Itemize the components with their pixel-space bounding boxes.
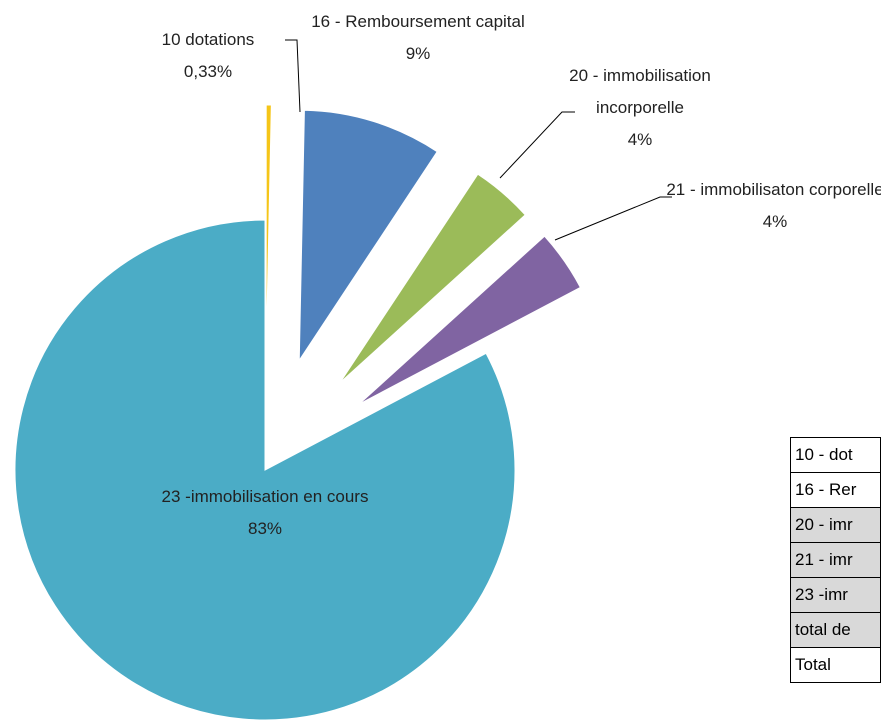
table-row: Total [790, 647, 881, 683]
table-cell: 21 - imr [790, 542, 881, 578]
category-label: 21 - immobilisaton corporelle [666, 180, 881, 199]
table-cell: total de [790, 612, 881, 648]
slice-label: 10 dotations 0,33% [138, 24, 278, 88]
category-label: 10 dotations [161, 30, 255, 49]
table-cell: 23 -imr [790, 577, 881, 613]
table-cell: 20 - imr [790, 507, 881, 543]
pie-slice [298, 109, 438, 362]
category-label: 20 - immobilisation incorporelle [569, 66, 711, 117]
pie-slice [358, 235, 581, 405]
table-row: total de [790, 612, 881, 648]
pie-slice [265, 104, 272, 356]
slice-label: 23 -immobilisation en cours 83% [130, 481, 400, 545]
table-cell: 16 - Rer [790, 472, 881, 508]
table-cell: 10 - dot [790, 437, 881, 473]
table-row: 20 - imr [790, 507, 881, 543]
leader-line [285, 39, 301, 113]
table-cell: Total [790, 647, 881, 683]
table-row: 10 - dot [790, 437, 881, 473]
leader-line [499, 111, 575, 179]
leader-line [554, 196, 672, 241]
slice-label: 20 - immobilisation incorporelle 4% [540, 60, 740, 156]
category-label: 16 - Remboursement capital [311, 12, 525, 31]
value-label: 4% [762, 212, 788, 231]
category-label: 23 -immobilisation en cours [161, 487, 369, 506]
data-table: 10 - dot 16 - Rer 20 - imr 21 - imr 23 -imr t… [790, 437, 881, 683]
value-label: 0,33% [183, 62, 233, 81]
table-row: 21 - imr [790, 542, 881, 578]
table-row: 16 - Rer [790, 472, 881, 508]
table-row: 23 -imr [790, 577, 881, 613]
value-label: 83% [247, 519, 283, 538]
slice-label: 16 - Remboursement capital 9% [298, 6, 538, 70]
pie-slice [339, 173, 526, 384]
slice-label: 21 - immobilisaton corporelle 4% [665, 174, 881, 238]
value-label: 4% [627, 130, 653, 149]
pie-slice [14, 219, 516, 721]
value-label: 9% [405, 44, 431, 63]
